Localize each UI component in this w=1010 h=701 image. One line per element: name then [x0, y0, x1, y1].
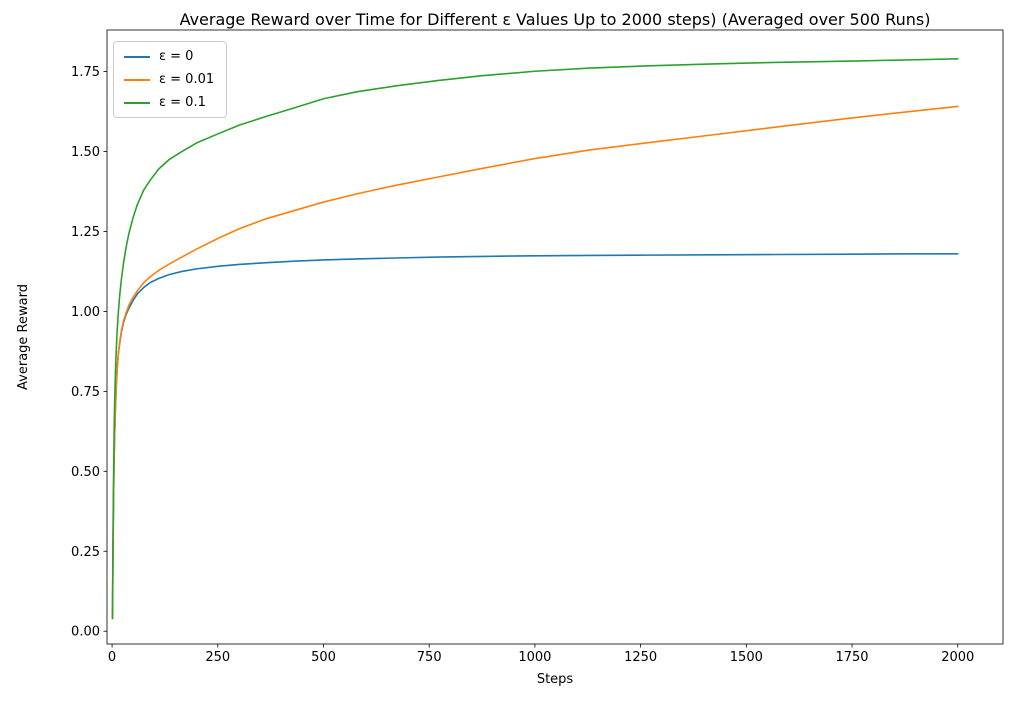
legend-item-label: ε = 0.1	[159, 95, 206, 110]
series-line-2	[111, 57, 959, 620]
y-tick-label: 0.50	[71, 465, 100, 480]
legend-line-swatch	[124, 55, 150, 58]
x-tick-label: 1750	[835, 650, 868, 665]
x-tick-label: 2000	[941, 650, 974, 665]
legend-item-label: ε = 0.01	[159, 72, 215, 87]
legend-line-swatch	[124, 101, 150, 104]
y-tick-label: 0.00	[71, 625, 100, 640]
y-tick-label: 1.75	[71, 65, 100, 80]
x-tick-label: 500	[311, 650, 336, 665]
x-tick-label: 0	[108, 650, 116, 665]
legend-line-swatch	[124, 78, 150, 81]
x-tick-label: 1000	[518, 650, 551, 665]
legend-item-label: ε = 0	[159, 49, 194, 64]
y-tick-label: 0.25	[71, 545, 100, 560]
y-tick-label: 0.75	[71, 385, 100, 400]
y-tick-label: 1.25	[71, 225, 100, 240]
chart-title: Average Reward over Time for Different ε…	[179, 10, 931, 29]
series-line-0	[111, 253, 959, 620]
legend-item-eps-0: ε = 0	[124, 49, 214, 64]
series-line-1	[111, 105, 959, 620]
x-axis-label: Steps	[536, 672, 574, 687]
x-tick-label: 1250	[624, 650, 657, 665]
y-tick-label: 1.00	[71, 305, 100, 320]
legend-item-eps-0.1: ε = 0.1	[124, 95, 214, 110]
y-tick-label: 1.50	[71, 145, 100, 160]
axes-frame	[106, 29, 1004, 645]
y-axis-label-text: Average Reward	[16, 284, 31, 390]
x-tick-label: 250	[205, 650, 230, 665]
x-tick-label: 750	[417, 650, 442, 665]
legend-item-eps-0.01: ε = 0.01	[124, 72, 214, 87]
x-tick-label: 1500	[730, 650, 763, 665]
legend: ε = 0 ε = 0.01 ε = 0.1	[113, 41, 228, 118]
